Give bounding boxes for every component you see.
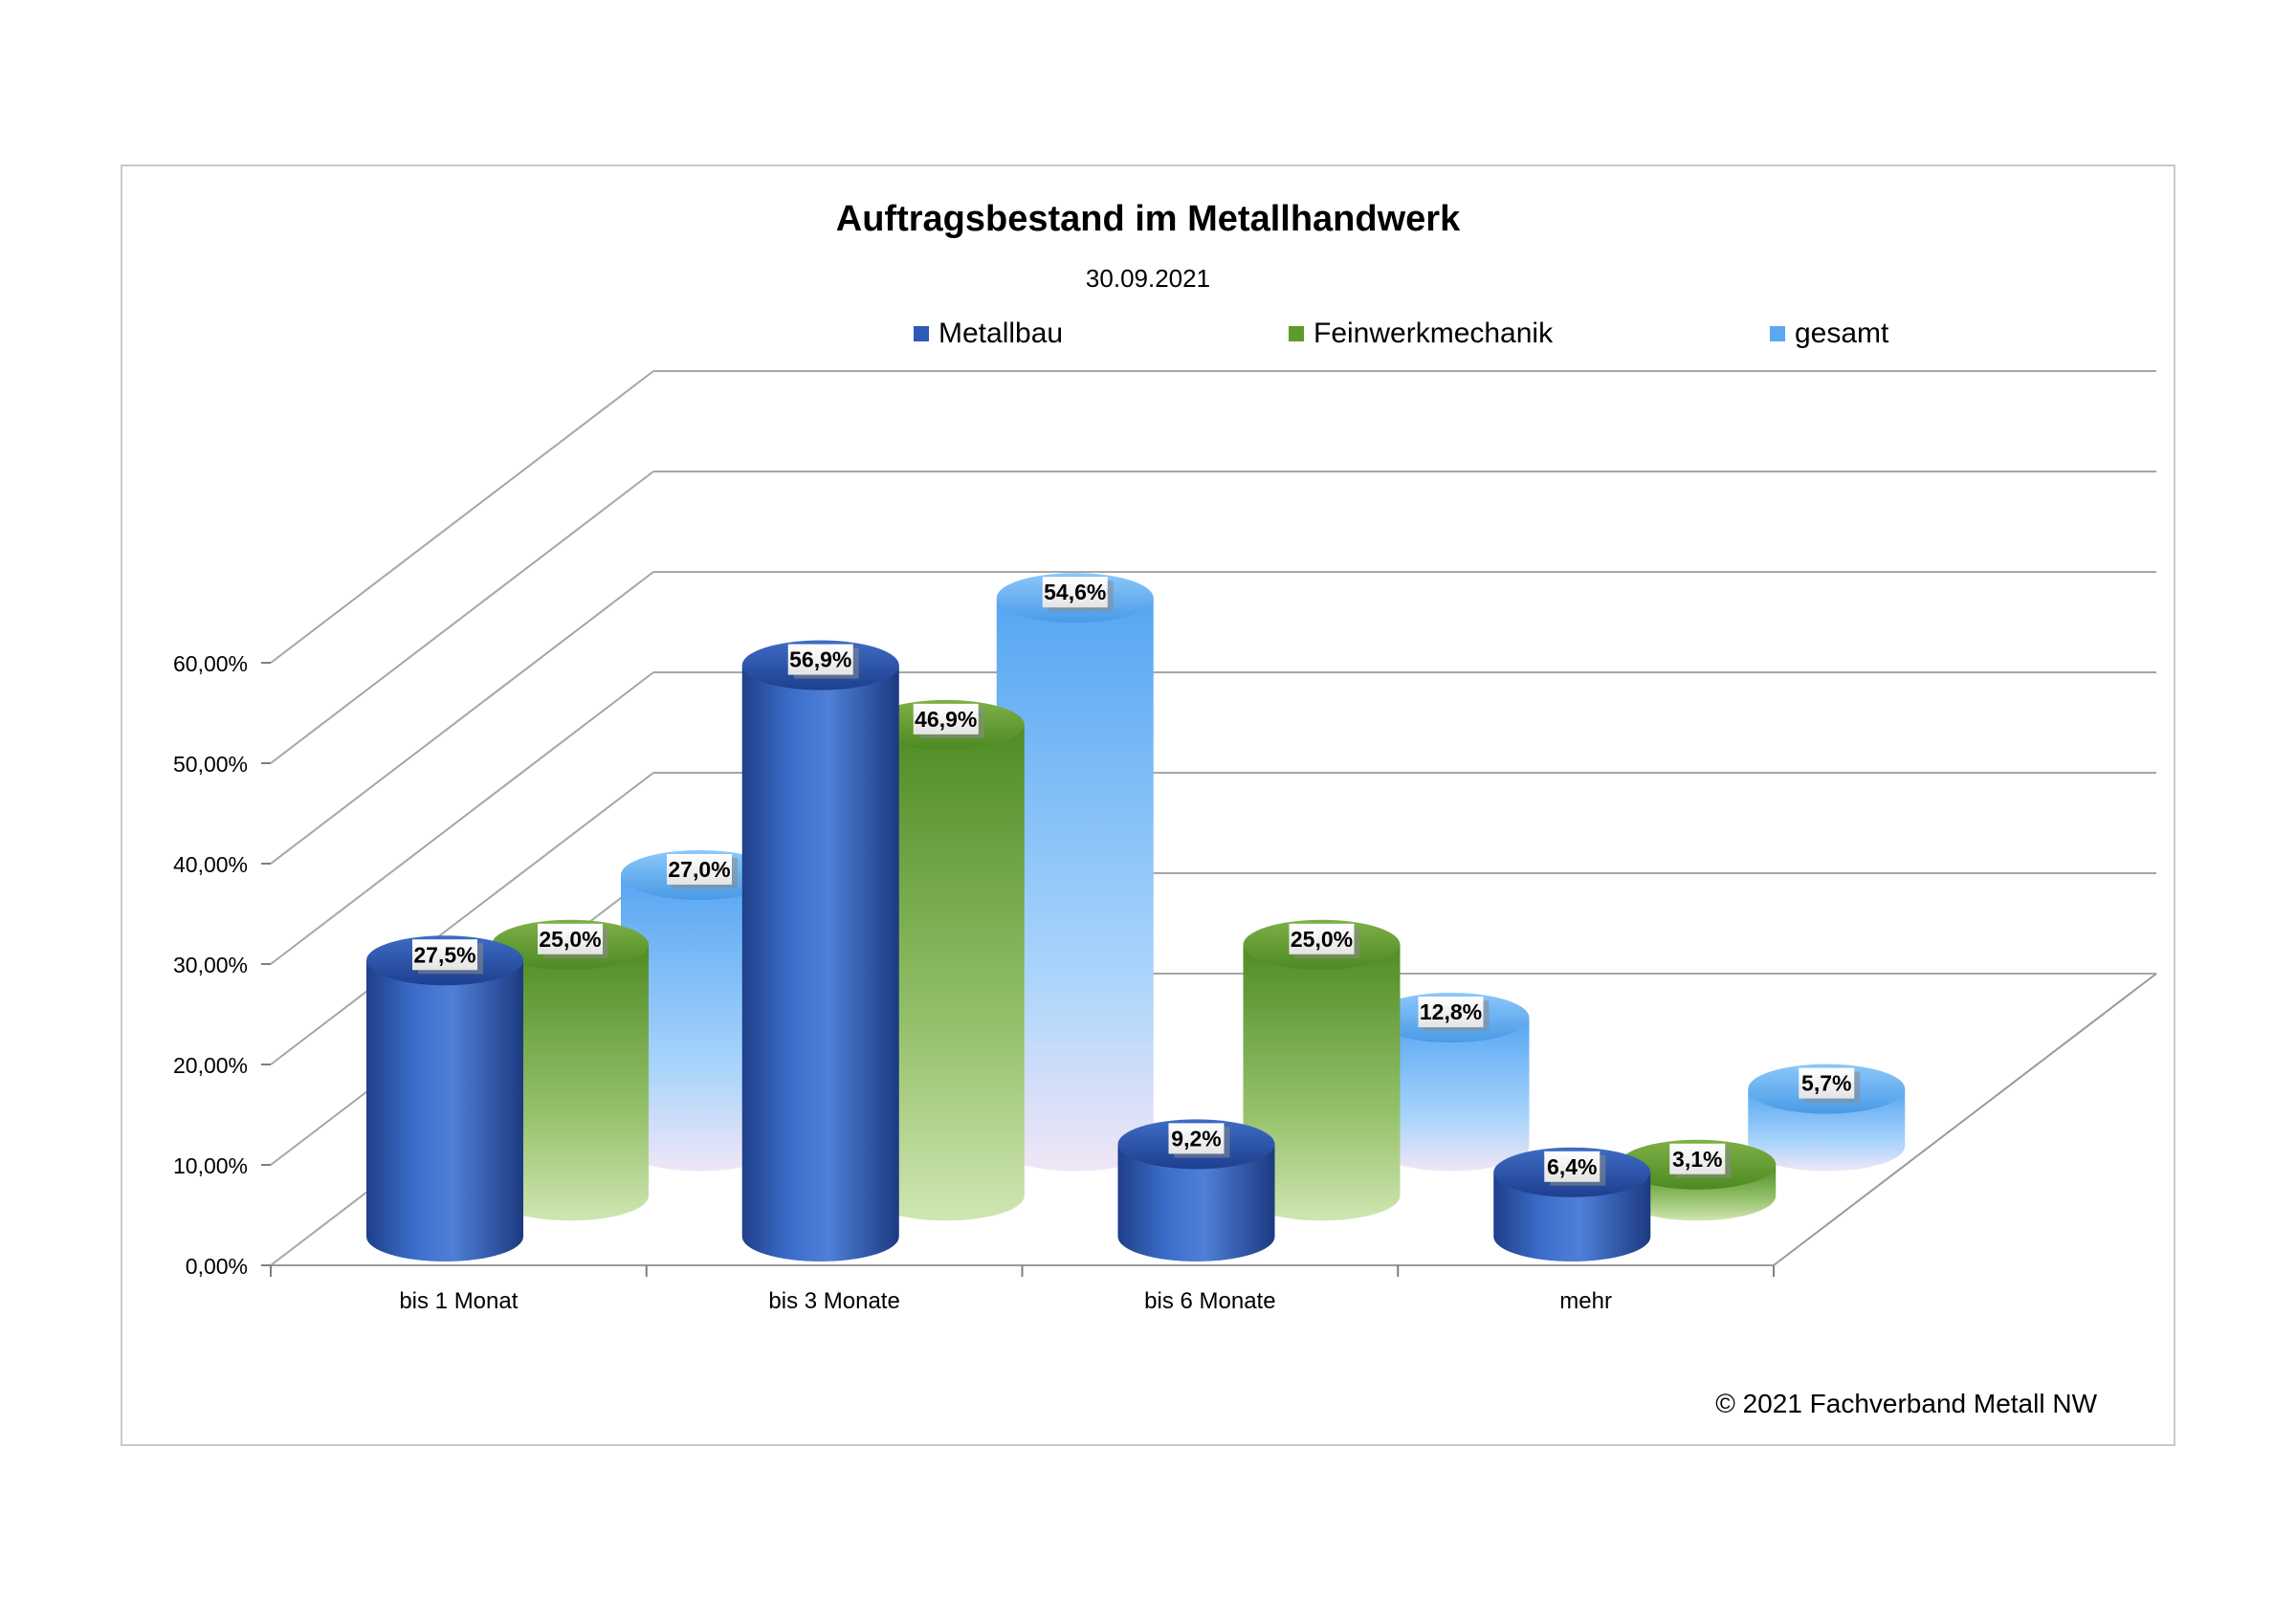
data-label-text: 25,0% [539, 927, 601, 952]
chart-title: Auftragsbestand im Metallhandwerk [835, 199, 1461, 239]
data-label-text: 12,8% [1420, 999, 1482, 1024]
bar-metallbau-1 [741, 640, 899, 1261]
y-tick-label: 40,00% [173, 852, 248, 877]
data-label-box [412, 939, 477, 971]
x-tick-label: bis 6 Monate [1144, 1288, 1275, 1314]
data-label-text: 27,5% [413, 942, 475, 967]
side-wall-gridline [270, 471, 654, 764]
data-label-text: 46,9% [915, 707, 977, 732]
data-label-box [913, 703, 979, 735]
data-label-text: 5,7% [1801, 1071, 1851, 1096]
data-label: 25,0% [538, 923, 608, 958]
bar-body [366, 960, 523, 1261]
data-label-text: 56,9% [789, 647, 851, 672]
legend-swatch-metallbau [914, 326, 929, 341]
bar-layer [366, 573, 1906, 1261]
data-label: 12,8% [1418, 997, 1490, 1032]
data-label-text: 3,1% [1672, 1147, 1722, 1172]
legend-item-metallbau: Metallbau [914, 318, 1063, 350]
copyright-notice: © 2021 Fachverband Metall NW [1715, 1389, 2097, 1418]
data-label: 25,0% [1289, 923, 1360, 958]
bar-body [1117, 1144, 1275, 1261]
data-label-layer: 27,0% 25,0% 27,5% 54,6% 46,9% 56,9% 12,8% 25,0%… [412, 577, 1861, 1186]
data-label-box [1042, 577, 1108, 608]
data-label: 54,6% [1042, 577, 1114, 612]
bar-body [621, 874, 778, 1172]
bar-body [867, 724, 1025, 1221]
side-wall-gridline [270, 671, 654, 965]
data-label-box [538, 923, 603, 954]
bar-body [1243, 944, 1401, 1221]
data-label: 6,4% [1544, 1151, 1606, 1186]
bar-body [492, 944, 649, 1221]
data-label-text: 6,4% [1547, 1154, 1597, 1179]
data-label-text: 54,6% [1044, 580, 1106, 604]
data-label-text: 25,0% [1291, 927, 1353, 952]
data-label: 56,9% [787, 644, 859, 679]
bar-body [996, 598, 1154, 1172]
legend-item-feinwerkmechanik: Feinwerkmechanik [1289, 318, 1553, 350]
data-label-box [1418, 997, 1484, 1028]
bar-body [1493, 1172, 1651, 1261]
data-label: 27,5% [412, 939, 483, 975]
floor-right-edge [1773, 973, 2157, 1266]
y-tick-label: 20,00% [173, 1053, 248, 1078]
legend-item-gesamt: gesamt [1770, 318, 1888, 350]
y-tick-label: 30,00% [173, 953, 248, 977]
x-tick-label: bis 3 Monate [768, 1288, 899, 1314]
y-tick-label: 10,00% [173, 1153, 248, 1178]
side-wall-gridline [270, 370, 654, 664]
y-tick-label: 60,00% [173, 651, 248, 676]
bar-metallbau-0 [366, 935, 523, 1261]
legend-swatch-gesamt [1770, 326, 1785, 341]
legend-label-feinwerkmechanik: Feinwerkmechanik [1314, 318, 1554, 349]
data-label-box [787, 644, 853, 675]
legend-swatch-feinwerkmechanik [1289, 326, 1304, 341]
data-label: 46,9% [913, 703, 984, 738]
legend-label-metallbau: Metallbau [938, 318, 1064, 349]
x-tick-label: mehr [1559, 1288, 1612, 1314]
data-label: 27,0% [667, 853, 738, 888]
data-label-text: 27,0% [668, 857, 730, 882]
data-label-text: 9,2% [1171, 1126, 1221, 1151]
side-wall-gridline [270, 571, 654, 865]
side-wall-gridline [270, 772, 654, 1065]
y-tick-label: 50,00% [173, 752, 248, 777]
y-tick-label: 0,00% [186, 1254, 248, 1279]
legend-label-gesamt: gesamt [1795, 318, 1889, 349]
x-tick-label: bis 1 Monat [399, 1288, 518, 1314]
chart-subtitle: 30.09.2021 [1085, 264, 1211, 293]
bar-gesamt-1 [996, 573, 1154, 1172]
bar-body [741, 665, 899, 1261]
axis-layer: 0,00% 10,00% 20,00% 30,00% 40,00% 50,00% 60,00… [173, 651, 1775, 1314]
data-label-box [667, 853, 732, 885]
data-label-box [1544, 1151, 1601, 1182]
bar-body [1372, 1018, 1530, 1172]
data-label-box [1168, 1123, 1225, 1154]
data-label-box [1669, 1143, 1726, 1174]
data-label: 3,1% [1669, 1143, 1732, 1178]
data-label-box [1799, 1067, 1855, 1099]
data-label: 5,7% [1799, 1067, 1861, 1103]
data-label-box [1289, 923, 1355, 954]
data-label: 9,2% [1168, 1123, 1230, 1158]
